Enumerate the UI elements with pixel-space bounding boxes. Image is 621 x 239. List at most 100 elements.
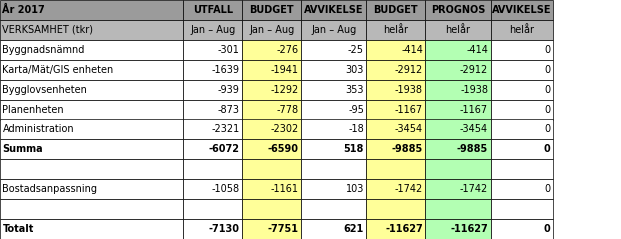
Text: VERKSAMHET (tkr): VERKSAMHET (tkr) xyxy=(2,25,94,35)
Text: -1161: -1161 xyxy=(271,184,299,194)
Bar xyxy=(183,0,242,20)
Bar xyxy=(425,139,491,159)
Bar xyxy=(366,199,425,219)
Text: BUDGET: BUDGET xyxy=(374,5,418,15)
Bar xyxy=(301,60,366,80)
Bar xyxy=(425,60,491,80)
Text: -1292: -1292 xyxy=(271,85,299,95)
Text: -939: -939 xyxy=(218,85,240,95)
Bar xyxy=(425,100,491,120)
Bar xyxy=(301,100,366,120)
Bar xyxy=(183,60,242,80)
Bar xyxy=(491,60,553,80)
Bar xyxy=(0,159,183,179)
Bar xyxy=(301,159,366,179)
Bar xyxy=(242,219,301,239)
Bar xyxy=(491,20,553,40)
Text: -2302: -2302 xyxy=(271,125,299,135)
Text: 0: 0 xyxy=(543,144,550,154)
Text: 0: 0 xyxy=(544,125,550,135)
Text: -7751: -7751 xyxy=(268,224,299,234)
Text: Totalt: Totalt xyxy=(2,224,34,234)
Bar xyxy=(425,159,491,179)
Text: 621: 621 xyxy=(343,224,364,234)
Text: 0: 0 xyxy=(544,184,550,194)
Bar xyxy=(242,80,301,100)
Text: 0: 0 xyxy=(544,65,550,75)
Bar xyxy=(301,139,366,159)
Text: -1938: -1938 xyxy=(395,85,423,95)
Bar xyxy=(366,60,425,80)
Bar xyxy=(0,179,183,199)
Text: -2912: -2912 xyxy=(460,65,488,75)
Bar xyxy=(491,0,553,20)
Text: -18: -18 xyxy=(348,125,364,135)
Bar xyxy=(183,219,242,239)
Text: helår: helår xyxy=(445,25,471,35)
Bar xyxy=(301,219,366,239)
Bar xyxy=(366,80,425,100)
Text: Administration: Administration xyxy=(2,125,74,135)
Bar xyxy=(242,120,301,139)
Text: -1938: -1938 xyxy=(460,85,488,95)
Bar xyxy=(301,179,366,199)
Bar xyxy=(366,0,425,20)
Text: -9885: -9885 xyxy=(392,144,423,154)
Text: BUDGET: BUDGET xyxy=(250,5,294,15)
Text: -873: -873 xyxy=(218,104,240,114)
Text: -3454: -3454 xyxy=(460,125,488,135)
Bar xyxy=(242,20,301,40)
Text: helår: helår xyxy=(383,25,409,35)
Text: -1941: -1941 xyxy=(271,65,299,75)
Bar xyxy=(0,120,183,139)
Bar xyxy=(491,199,553,219)
Bar xyxy=(425,40,491,60)
Bar xyxy=(425,120,491,139)
Text: Summa: Summa xyxy=(2,144,43,154)
Text: 0: 0 xyxy=(543,224,550,234)
Bar xyxy=(491,80,553,100)
Text: -414: -414 xyxy=(466,45,488,55)
Bar xyxy=(425,219,491,239)
Text: -7130: -7130 xyxy=(209,224,240,234)
Text: Jan – Aug: Jan – Aug xyxy=(190,25,235,35)
Bar xyxy=(0,0,183,20)
Text: 353: 353 xyxy=(345,85,364,95)
Text: -25: -25 xyxy=(348,45,364,55)
Text: -6590: -6590 xyxy=(268,144,299,154)
Text: -95: -95 xyxy=(348,104,364,114)
Bar xyxy=(301,80,366,100)
Bar xyxy=(242,100,301,120)
Bar xyxy=(491,120,553,139)
Bar xyxy=(425,179,491,199)
Text: -1639: -1639 xyxy=(212,65,240,75)
Text: -11627: -11627 xyxy=(385,224,423,234)
Text: Jan – Aug: Jan – Aug xyxy=(249,25,294,35)
Bar xyxy=(183,159,242,179)
Bar xyxy=(183,20,242,40)
Bar xyxy=(183,80,242,100)
Bar xyxy=(491,139,553,159)
Text: 518: 518 xyxy=(343,144,364,154)
Bar xyxy=(491,159,553,179)
Bar xyxy=(0,60,183,80)
Bar xyxy=(366,159,425,179)
Text: -1742: -1742 xyxy=(395,184,423,194)
Bar xyxy=(242,179,301,199)
Text: 0: 0 xyxy=(544,104,550,114)
Bar xyxy=(491,40,553,60)
Bar xyxy=(183,100,242,120)
Bar xyxy=(366,219,425,239)
Text: helår: helår xyxy=(509,25,534,35)
Bar xyxy=(242,0,301,20)
Bar xyxy=(0,100,183,120)
Text: År 2017: År 2017 xyxy=(2,5,45,15)
Bar xyxy=(183,120,242,139)
Text: -3454: -3454 xyxy=(395,125,423,135)
Text: Bygglovsenheten: Bygglovsenheten xyxy=(2,85,88,95)
Bar xyxy=(301,120,366,139)
Bar xyxy=(183,139,242,159)
Bar xyxy=(491,100,553,120)
Text: Bostadsanpassning: Bostadsanpassning xyxy=(2,184,97,194)
Text: -1058: -1058 xyxy=(212,184,240,194)
